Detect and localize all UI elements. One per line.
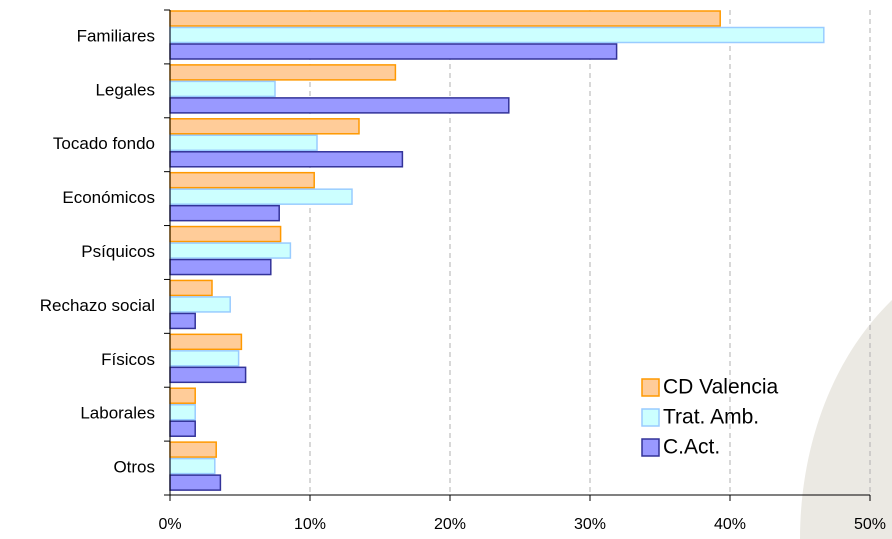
bar-familiares-c-act	[169, 43, 618, 60]
bar-fisicos-c-act	[169, 366, 247, 384]
axes	[164, 9, 871, 501]
bar-familiares-cd-valencia	[169, 10, 721, 27]
legend-swatch-trat-amb	[641, 408, 660, 427]
category-label-tocado-fondo: Tocado fondo	[53, 134, 155, 153]
x-tick-label-0: 0%	[158, 516, 181, 533]
category-label-fisicos: Físicos	[101, 350, 155, 369]
legend-label-cd-valencia: CD Valencia	[663, 376, 778, 399]
legend-label-c-act: C.Act.	[663, 436, 720, 459]
bar-economicos-c-act	[169, 204, 280, 222]
bar-laborales-trat-amb	[169, 403, 196, 421]
legend: CD Valencia Trat. Amb. C.Act.	[641, 376, 778, 459]
category-label-rechazo-social: Rechazo social	[40, 296, 155, 315]
category-label-legales: Legales	[95, 80, 155, 99]
bar-legales-c-act	[169, 97, 510, 114]
legend-label-trat-amb: Trat. Amb.	[663, 406, 759, 429]
bar-legales-trat-amb	[169, 80, 276, 98]
bar-fisicos-cd-valencia	[169, 333, 243, 351]
bar-rechazo-social-cd-valencia	[169, 279, 213, 297]
legend-swatch-cd-valencia	[641, 378, 660, 397]
x-tick-label-4: 40%	[714, 516, 746, 533]
bar-otros-c-act	[169, 474, 222, 491]
x-tick-labels: 0% 10% 20% 30% 40% 50%	[158, 516, 886, 533]
grid-lines	[309, 10, 871, 495]
bar-tocado-fondo-c-act	[169, 151, 404, 168]
category-label-laborales: Laborales	[80, 404, 155, 423]
bar-economicos-cd-valencia	[169, 171, 315, 189]
x-tick-label-3: 30%	[574, 516, 606, 533]
bar-fisicos-trat-amb	[169, 350, 240, 367]
category-label-economicos: Económicos	[62, 188, 155, 207]
bar-legales-cd-valencia	[169, 64, 397, 81]
bar-laborales-cd-valencia	[169, 387, 196, 404]
background-decoration	[800, 300, 892, 539]
legend-swatch-c-act	[641, 438, 660, 457]
bar-psiquicos-cd-valencia	[169, 225, 282, 243]
category-label-psiquicos: Psíquicos	[81, 242, 155, 261]
category-label-familiares: Familiares	[77, 26, 155, 45]
bar-rechazo-social-c-act	[169, 312, 196, 330]
bar-otros-cd-valencia	[169, 441, 217, 458]
category-labels: Familiares Legales Tocado fondo Económicos P…	[40, 26, 155, 476]
bar-otros-trat-amb	[169, 457, 216, 475]
bar-tocado-fondo-cd-valencia	[169, 118, 360, 135]
bar-laborales-c-act	[169, 420, 196, 437]
bar-familiares-trat-amb	[169, 26, 825, 44]
bar-psiquicos-c-act	[169, 258, 272, 276]
category-label-otros: Otros	[113, 458, 155, 477]
x-tick-label-2: 20%	[434, 516, 466, 533]
bar-economicos-trat-amb	[169, 188, 353, 205]
bar-rechazo-social-trat-amb	[169, 296, 231, 313]
x-tick-label-5: 50%	[854, 516, 886, 533]
x-tick-label-1: 10%	[294, 516, 326, 533]
bar-psiquicos-trat-amb	[169, 242, 292, 259]
bar-tocado-fondo-trat-amb	[169, 134, 318, 152]
